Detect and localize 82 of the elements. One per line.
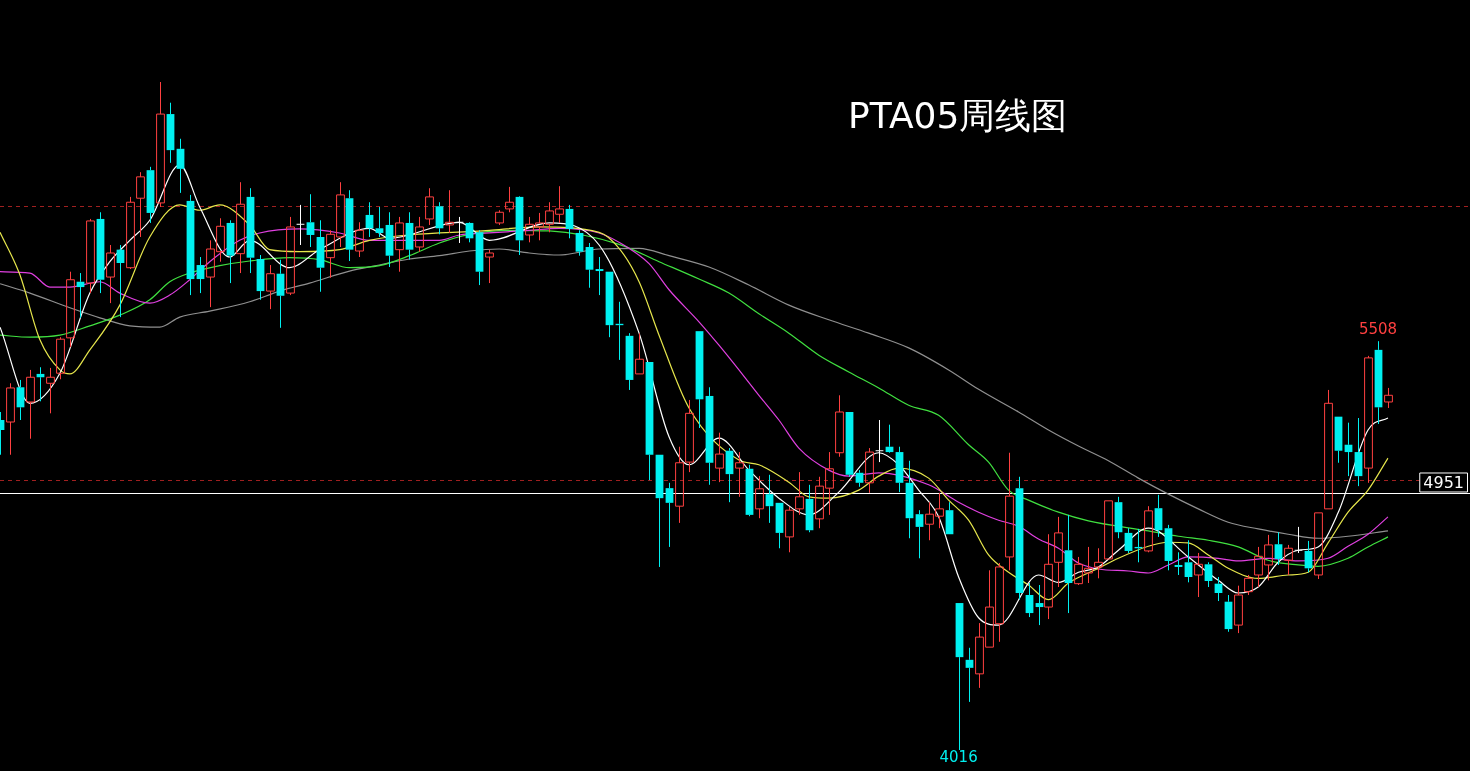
candlestick <box>1064 514 1073 614</box>
candlestick <box>445 189 454 234</box>
candlestick <box>715 432 724 483</box>
candlestick <box>965 647 974 703</box>
candlestick <box>565 204 574 239</box>
candlestick <box>955 603 964 751</box>
candlestick <box>1044 533 1053 620</box>
candlestick <box>1005 452 1014 571</box>
candlestick <box>625 332 634 391</box>
candlestick <box>915 509 924 559</box>
candlestick <box>1015 476 1024 601</box>
candlestick <box>705 386 714 486</box>
candlestick <box>845 411 854 478</box>
candlestick <box>176 138 185 194</box>
candlestick <box>405 211 414 261</box>
text: 4951 <box>1423 472 1464 492</box>
candlestick <box>26 369 35 440</box>
candlestick <box>236 181 245 274</box>
candlestick <box>1334 416 1343 464</box>
candlestick <box>166 102 175 164</box>
candlestick <box>16 379 25 421</box>
candlestick <box>775 502 784 549</box>
candlestick <box>1154 494 1163 538</box>
candlestick <box>106 244 115 304</box>
candlestick <box>1354 417 1363 487</box>
candlestick <box>6 382 15 456</box>
candlestick <box>96 211 105 294</box>
candlestick <box>895 446 904 493</box>
candlestick <box>575 229 584 257</box>
candlestick <box>345 189 354 262</box>
candlestick <box>276 259 285 329</box>
candlestick <box>156 81 165 208</box>
candlestick <box>1184 539 1193 583</box>
candlestick <box>755 475 764 519</box>
candlestick <box>585 242 594 289</box>
candlestick <box>196 256 205 294</box>
candlestick <box>246 187 255 274</box>
candlestick <box>1035 584 1044 626</box>
candlestick <box>1114 496 1123 539</box>
candlestick <box>945 501 954 535</box>
chart-title: PTA05周线图 <box>848 94 1068 138</box>
candlestick <box>475 229 484 286</box>
candlestick <box>146 166 155 224</box>
candlestick <box>375 206 384 238</box>
candlestick <box>505 186 514 213</box>
candlestick <box>835 394 844 458</box>
candlestick <box>795 471 804 516</box>
candlestick <box>1384 387 1393 409</box>
candlestick <box>865 447 874 494</box>
candlestick <box>645 361 654 481</box>
candlestick <box>1054 516 1063 588</box>
annotation: 4016 <box>939 748 978 767</box>
candlestick <box>435 201 444 235</box>
candlestick <box>695 331 704 429</box>
candlestick <box>256 254 265 301</box>
candlestick <box>226 219 235 284</box>
candlestick <box>66 271 75 348</box>
candlestick <box>635 332 644 375</box>
candlestick <box>1164 524 1173 571</box>
candlestick <box>1094 547 1103 579</box>
candlestick <box>785 506 794 553</box>
candlestick <box>1204 561 1213 588</box>
candlestick <box>855 469 864 488</box>
candlestick <box>266 264 275 310</box>
candlestick <box>306 193 315 248</box>
candlestick <box>1324 389 1333 510</box>
annotation: 5508 <box>1358 319 1398 338</box>
candlestick <box>136 171 145 238</box>
candlestick <box>186 194 195 296</box>
candlestick <box>735 451 744 498</box>
candlestick <box>355 221 364 258</box>
candlestick <box>1274 531 1283 566</box>
candlestick <box>316 219 325 293</box>
candlestick <box>665 482 674 548</box>
candlestick <box>1194 552 1203 598</box>
candlestick <box>1124 527 1133 554</box>
candlestick <box>1025 582 1034 618</box>
candlestick <box>485 249 494 284</box>
candlestick <box>1284 544 1293 576</box>
candlestick <box>395 216 404 273</box>
candlestick <box>46 367 55 414</box>
candlestick <box>385 211 394 268</box>
